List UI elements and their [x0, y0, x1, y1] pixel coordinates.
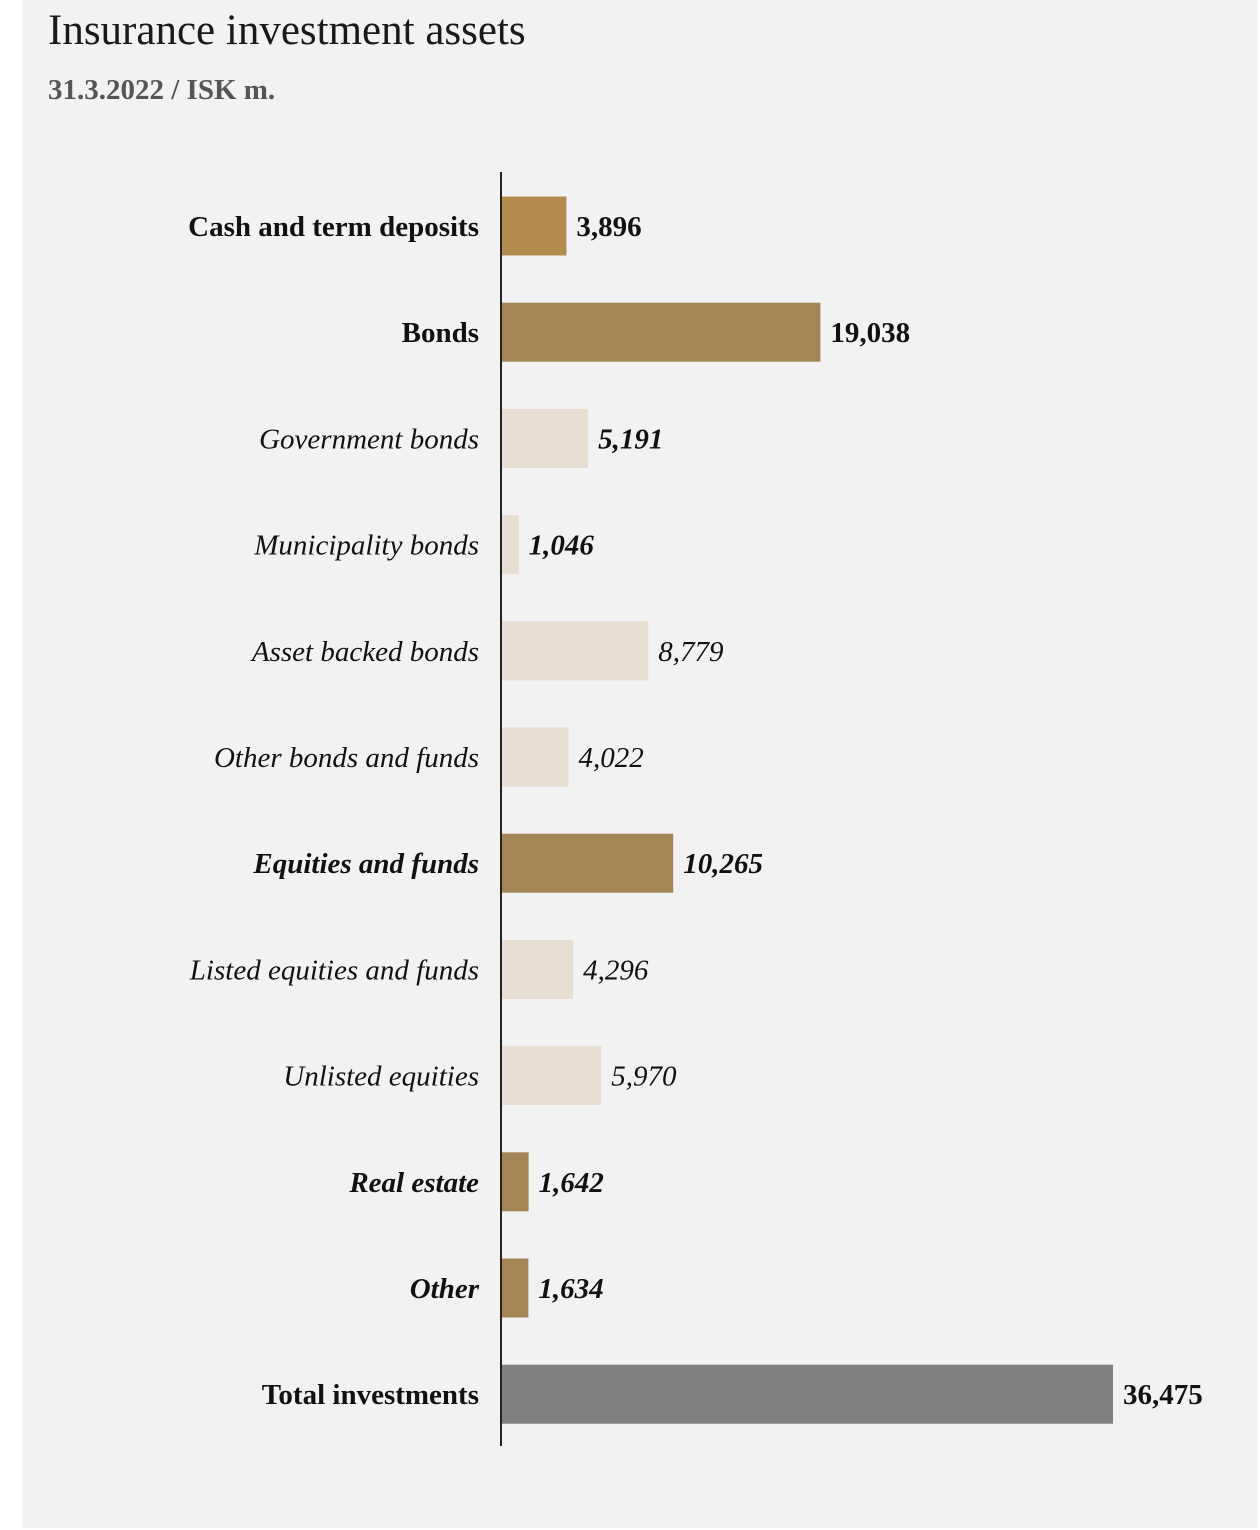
- value-label-cash-and-term-deposits: 3,896: [576, 211, 641, 243]
- category-label-real-estate: Real estate: [348, 1167, 479, 1199]
- bar-other: [501, 1258, 529, 1318]
- bar-bonds: [501, 302, 821, 362]
- value-label-government-bonds: 5,191: [598, 423, 663, 455]
- category-label-government-bonds: Government bonds: [259, 423, 479, 455]
- value-label-asset-backed-bonds: 8,779: [658, 636, 724, 668]
- bar-equities-and-funds: [501, 833, 674, 893]
- bar-unlisted-equities: [501, 1046, 602, 1106]
- bar-other-bonds-and-funds: [501, 727, 569, 787]
- value-label-equities-and-funds: 10,265: [683, 848, 763, 880]
- category-label-other: Other: [410, 1273, 480, 1305]
- chart-subtitle: 31.3.2022 / ISK m.: [48, 74, 276, 106]
- chart-panel: [22, 0, 1258, 1528]
- value-label-municipality-bonds: 1,046: [529, 530, 595, 562]
- category-label-asset-backed-bonds: Asset backed bonds: [250, 636, 479, 668]
- category-label-bonds: Bonds: [402, 317, 479, 349]
- value-label-other: 1,634: [538, 1273, 603, 1305]
- value-label-listed-equities-and-funds: 4,296: [583, 954, 649, 986]
- value-label-other-bonds-and-funds: 4,022: [579, 742, 644, 774]
- category-label-listed-equities-and-funds: Listed equities and funds: [189, 954, 479, 986]
- bar-cash-and-term-deposits: [501, 196, 567, 256]
- value-label-total-investments: 36,475: [1123, 1379, 1203, 1411]
- bar-total-investments: [501, 1364, 1113, 1424]
- bar-real-estate: [501, 1152, 529, 1212]
- category-label-total-investments: Total investments: [262, 1379, 479, 1411]
- category-label-municipality-bonds: Municipality bonds: [253, 530, 479, 562]
- value-label-real-estate: 1,642: [539, 1167, 604, 1199]
- category-label-equities-and-funds: Equities and funds: [252, 848, 479, 880]
- value-label-unlisted-equities: 5,970: [611, 1061, 677, 1093]
- category-label-other-bonds-and-funds: Other bonds and funds: [214, 742, 479, 774]
- value-label-bonds: 19,038: [830, 317, 910, 349]
- category-label-unlisted-equities: Unlisted equities: [283, 1061, 479, 1093]
- bar-listed-equities-and-funds: [501, 939, 574, 999]
- category-label-cash-and-term-deposits: Cash and term deposits: [188, 211, 479, 243]
- bar-government-bonds: [501, 408, 589, 468]
- chart-title: Insurance investment assets: [48, 7, 526, 54]
- bar-municipality-bonds: [501, 515, 519, 575]
- bar-asset-backed-bonds: [501, 621, 649, 681]
